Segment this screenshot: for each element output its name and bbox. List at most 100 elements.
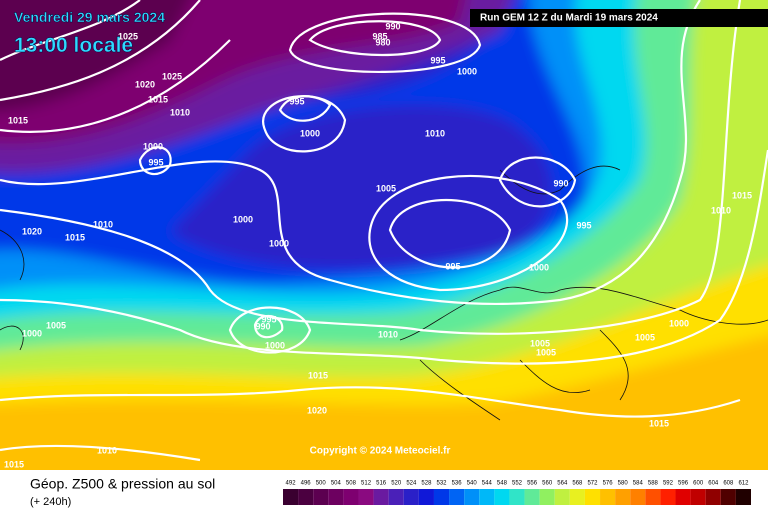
run-banner: [470, 9, 768, 27]
isobar-label: 995: [289, 96, 304, 106]
scale-label: 556: [527, 481, 538, 487]
scale-swatch: [630, 489, 646, 505]
isobar-label: 1015: [649, 418, 669, 428]
scale-swatch: [449, 489, 465, 505]
isobar-label: 1015: [732, 190, 752, 200]
isobar-label: 1005: [46, 320, 66, 330]
scale-label: 520: [391, 481, 402, 487]
isobar-label: 1000: [669, 318, 689, 328]
scale-swatch: [479, 489, 495, 505]
scale-swatch: [554, 489, 570, 505]
scale-swatch: [313, 489, 329, 505]
scale-label: 596: [678, 481, 689, 487]
isobar-label: 1020: [307, 405, 327, 415]
scale-swatch: [464, 489, 480, 505]
isobar-label: 1010: [711, 205, 731, 215]
scale-swatch: [539, 489, 555, 505]
isobar-label: 995: [261, 314, 276, 324]
isobar-label: 980: [375, 37, 390, 47]
isobar-label: 1010: [425, 128, 445, 138]
scale-swatch: [283, 489, 299, 505]
scale-swatch: [494, 489, 510, 505]
scale-swatch: [705, 489, 721, 505]
scale-swatch: [418, 489, 434, 505]
scale-label: 600: [693, 481, 704, 487]
scale-swatch: [373, 489, 389, 505]
scale-swatch: [600, 489, 616, 505]
isobar-label: 1010: [170, 107, 190, 117]
forecast-date: Vendredi 29 mars 2024: [14, 9, 165, 25]
scale-label: 584: [633, 481, 644, 487]
scale-label: 604: [708, 481, 719, 487]
coastlines: [0, 165, 768, 421]
isobar-label: 1020: [135, 79, 155, 89]
isobar-label: 1015: [8, 115, 28, 125]
scale-label: 540: [467, 481, 478, 487]
scale-label: 516: [376, 481, 387, 487]
isobar-label: 1005: [536, 347, 556, 357]
scale-label: 492: [286, 481, 297, 487]
isobar-labels: 9909859809951000102510201025101510101015…: [4, 21, 752, 469]
scale-label: 504: [331, 481, 342, 487]
isobar-label: 995: [576, 220, 591, 230]
scale-swatch: [403, 489, 419, 505]
isobar-label: 1010: [97, 445, 117, 455]
isobar-label: 1010: [93, 219, 113, 229]
isobar-label: 1000: [265, 340, 285, 350]
scale-swatch: [298, 489, 314, 505]
scale-label: 568: [572, 481, 583, 487]
scale-label: 528: [421, 481, 432, 487]
scale-label: 500: [316, 481, 327, 487]
scale-label: 508: [346, 481, 357, 487]
scale-label: 588: [648, 481, 659, 487]
field-band: [0, 0, 191, 112]
isobar-label: 1015: [4, 459, 24, 469]
isobar-label: 1025: [162, 71, 182, 81]
scale-swatch: [690, 489, 706, 505]
scale-label: 576: [603, 481, 614, 487]
copyright: Copyright © 2024 Meteociel.fr: [310, 446, 451, 457]
lead-time: (+ 240h): [30, 496, 71, 508]
scale-label: 512: [361, 481, 372, 487]
isobar-label: 1000: [457, 66, 477, 76]
isobar-label: 995: [430, 55, 445, 65]
scale-swatch: [735, 489, 751, 505]
scale-label: 608: [723, 481, 734, 487]
scale-swatch: [328, 489, 344, 505]
scale-swatch: [343, 489, 359, 505]
field-band: [170, 105, 553, 269]
isobars: [0, 0, 768, 460]
isobar-label: 1025: [118, 31, 138, 41]
scale-label: 564: [557, 481, 568, 487]
isobar-label: 1015: [308, 370, 328, 380]
isobar-label: 1005: [376, 183, 396, 193]
isobar-label: 1000: [22, 328, 42, 338]
scale-label: 544: [482, 481, 493, 487]
scale-swatch: [645, 489, 661, 505]
scale-swatch: [358, 489, 374, 505]
color-scale: 492 496 500 504 508 512 516 520 524 528 532 536 540 5…: [283, 481, 751, 505]
isobar-label: 1000: [300, 128, 320, 138]
footer-title: Géop. Z500 & pression au sol: [30, 476, 215, 492]
run-info: Run GEM 12 Z du Mardi 19 mars 2024: [480, 13, 658, 24]
isobar-label: 1000: [269, 238, 289, 248]
scale-label: 532: [437, 481, 448, 487]
scale-label: 496: [301, 481, 312, 487]
isobar-label: 1010: [378, 329, 398, 339]
scale-label: 524: [406, 481, 417, 487]
scale-label: 592: [663, 481, 674, 487]
scale-swatch: [615, 489, 631, 505]
scale-swatch: [675, 489, 691, 505]
scale-swatch: [524, 489, 540, 505]
scale-swatch: [509, 489, 525, 505]
scale-label: 612: [738, 481, 749, 487]
isobar-label: 990: [255, 321, 270, 331]
scale-label: 560: [542, 481, 553, 487]
isobar-label: 995: [148, 157, 163, 167]
scale-label: 580: [618, 481, 629, 487]
isobar-label: 1015: [148, 94, 168, 104]
isobar-label: 1000: [233, 214, 253, 224]
isobar-label: 1020: [22, 226, 42, 236]
scale-swatch: [584, 489, 601, 505]
isobar-label: 990: [385, 21, 400, 31]
